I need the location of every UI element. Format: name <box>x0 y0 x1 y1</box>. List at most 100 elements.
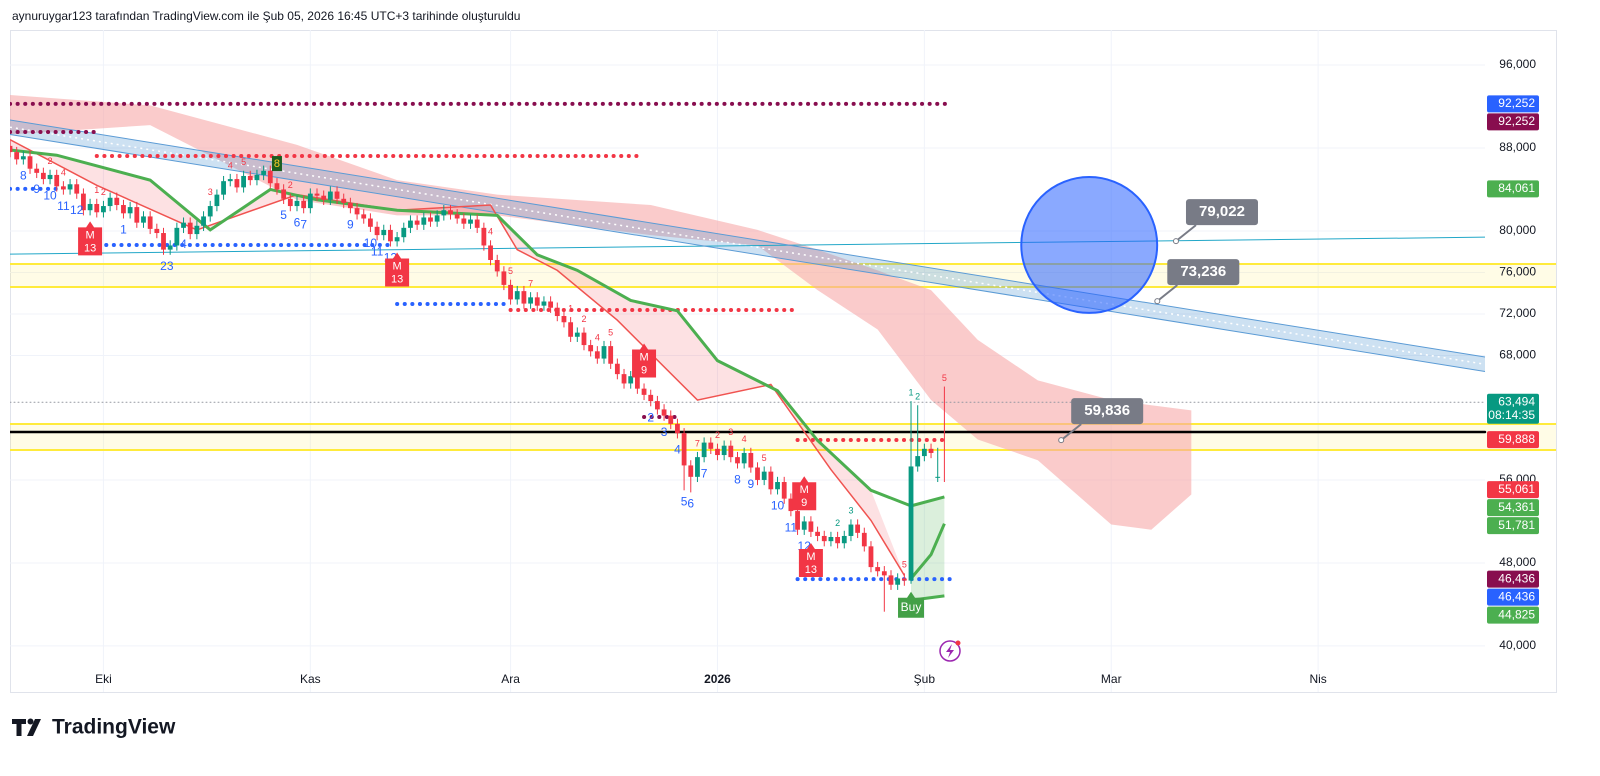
td-count: 5 <box>902 560 907 570</box>
setup-badge-count: 9 <box>641 364 647 376</box>
buy-label: Buy <box>901 600 922 614</box>
candle-body <box>154 228 160 234</box>
zone <box>10 424 1556 451</box>
candle-body <box>301 200 307 209</box>
trend-line <box>10 119 1486 358</box>
candle-body <box>167 245 173 250</box>
candle-body <box>194 225 200 235</box>
td-perfect-box <box>271 156 282 172</box>
td-count: 5 <box>508 266 513 276</box>
candle-body <box>161 233 166 250</box>
td-count: 2 <box>581 314 586 324</box>
indicator-line <box>10 138 905 576</box>
candle-body <box>14 152 20 160</box>
candle-body <box>121 205 126 214</box>
candle-body <box>10 145 13 153</box>
candle-body <box>227 179 233 182</box>
candle-body <box>614 363 620 375</box>
candle-body <box>428 217 433 222</box>
candle-body <box>735 457 740 464</box>
candle-body <box>848 524 854 536</box>
candle-body <box>414 220 420 225</box>
price-label <box>1487 588 1539 606</box>
candle-body <box>101 206 106 213</box>
y-tick-label: 48,000 <box>1499 555 1536 569</box>
candle-body <box>821 535 827 542</box>
td-count: 11 <box>785 520 798 534</box>
td-count: 7 <box>300 217 307 231</box>
indicator-line <box>10 148 945 508</box>
candle-body <box>254 174 260 181</box>
candle-body <box>114 197 120 206</box>
td-count: 2 <box>715 430 720 440</box>
x-tick-label: Mar <box>1101 672 1122 686</box>
y-tick-label: 76,000 <box>1499 265 1536 279</box>
candle-body <box>40 172 46 180</box>
candle-body <box>901 578 907 581</box>
candle-body <box>755 467 760 480</box>
td-count: 11 <box>57 199 70 213</box>
candle-body <box>174 227 180 246</box>
price-label-text: 92,252 <box>1498 114 1535 128</box>
td-count: 4 <box>228 160 233 170</box>
td-count: 9 <box>347 217 354 231</box>
callout-label: 73,236 <box>1180 263 1226 280</box>
td-count: 3 <box>848 506 853 516</box>
candle-body <box>294 200 300 207</box>
td-count: 11 <box>371 244 384 258</box>
candle-body <box>681 433 687 466</box>
candle-body <box>808 521 814 532</box>
td-count: 6 <box>294 215 301 229</box>
candle-body <box>601 346 607 359</box>
candle-body <box>861 532 867 547</box>
candle-body <box>134 207 140 223</box>
candle-body <box>761 471 767 480</box>
candle-body <box>574 332 580 337</box>
td-count: 10 <box>771 499 785 513</box>
price-label <box>1487 606 1539 624</box>
setup-badge-count: 13 <box>805 564 817 576</box>
candle-body <box>741 452 747 464</box>
candle-body <box>87 203 93 211</box>
td-count: 5 <box>762 453 767 463</box>
candle-body <box>141 216 146 223</box>
td-count: 7 <box>695 438 700 448</box>
alert-icon <box>939 640 961 662</box>
td-count: 1 <box>909 387 914 397</box>
candle-body <box>261 170 267 175</box>
price-label <box>1487 180 1539 198</box>
td-count: 4 <box>180 237 187 251</box>
setup-badge-tag: M <box>800 484 809 496</box>
callout-anchor <box>1172 238 1179 245</box>
candle-body <box>408 220 413 228</box>
candle-body <box>54 174 60 187</box>
buy-zone-fill <box>911 496 945 601</box>
callout-label: 59,836 <box>1084 402 1130 419</box>
td-count: 8 <box>274 158 280 170</box>
candle-body <box>534 297 540 306</box>
candle-body <box>888 575 894 585</box>
candle-body <box>347 202 353 209</box>
td-count: 7 <box>528 279 533 289</box>
callout-label: 79,022 <box>1199 203 1245 220</box>
trend-line <box>10 236 1486 255</box>
price-label-text: 54,361 <box>1498 500 1535 514</box>
td-count: 3 <box>661 425 668 439</box>
candle-body <box>441 210 447 216</box>
candle-body <box>27 156 33 169</box>
td-count: 6 <box>687 497 694 511</box>
candle-body <box>67 184 73 190</box>
td-count: 1 <box>120 223 127 237</box>
price-label-text: 55,061 <box>1498 482 1535 496</box>
td-count: 4 <box>61 168 66 178</box>
td-count: 5 <box>280 208 287 222</box>
price-label <box>1487 517 1539 535</box>
price-label-text: 92,252 <box>1498 96 1535 110</box>
td-count: 9 <box>33 182 40 196</box>
candle-body <box>434 215 440 222</box>
candle-body <box>241 175 246 188</box>
candle-body <box>234 179 240 188</box>
candle-body <box>561 316 567 323</box>
